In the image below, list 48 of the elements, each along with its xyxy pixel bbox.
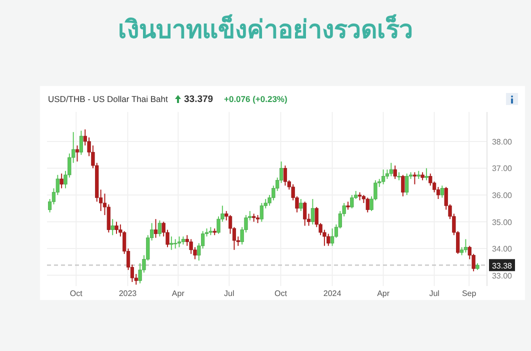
- candlestick: [330, 228, 334, 246]
- x-tick-label: Jul: [224, 289, 234, 298]
- candlestick: [114, 221, 118, 234]
- chart-title: เงินบาทแข็งค่าอย่างรวดเร็ว: [118, 14, 413, 44]
- candlestick: [170, 236, 174, 250]
- y-tick-label: 38.00: [492, 137, 513, 146]
- text: +0.076 (+0.23%): [224, 94, 288, 104]
- y-tick-label: 36.00: [492, 190, 513, 200]
- x-tick-label: Apr: [172, 289, 185, 298]
- x-tick-label: Jul: [429, 289, 440, 298]
- candlestick: [283, 165, 288, 186]
- candlestick: [393, 165, 397, 180]
- candlestick: [299, 198, 303, 212]
- candlestick: [350, 194, 354, 209]
- candlestick: [326, 233, 330, 246]
- text: 33.379: [184, 94, 214, 105]
- candlestick: [401, 174, 405, 197]
- candlestick: [382, 169, 386, 185]
- candlestick: [440, 185, 444, 198]
- ref-line-label: 33.38: [492, 262, 513, 271]
- candlestick: [310, 198, 314, 225]
- y-tick-label: 34.00: [492, 244, 513, 254]
- chart-subtitle: USD/THB - US Dollar Thai Baht: [48, 94, 168, 104]
- candlestick: [177, 236, 182, 248]
- candlestick: [389, 162, 393, 177]
- candlestick: [464, 238, 468, 254]
- x-tick-label: Oct: [70, 289, 84, 298]
- y-tick-label: 35.00: [492, 218, 513, 227]
- candlestick: [174, 238, 178, 250]
- candlestick: [158, 220, 162, 237]
- candlestick: [60, 173, 64, 189]
- candlestick: [260, 202, 264, 222]
- candlestick: [412, 172, 416, 185]
- y-tick-label: 37.00: [492, 164, 513, 174]
- x-tick-label: Sep: [462, 289, 477, 298]
- x-tick-label: 2024: [323, 289, 342, 298]
- candlestick: [366, 197, 370, 213]
- x-tick-label: Apr: [377, 289, 390, 298]
- candlestick: [424, 168, 428, 181]
- candlestick: [405, 173, 409, 196]
- x-tick-label: 2023: [118, 289, 138, 298]
- candlestick: [75, 144, 80, 162]
- x-tick-label: Oct: [274, 289, 288, 298]
- candlestick: [79, 130, 83, 156]
- candlestick: [303, 201, 307, 226]
- candlestick: [154, 218, 158, 238]
- y-tick-label: 33.00: [492, 271, 513, 280]
- candlestick: [110, 218, 114, 236]
